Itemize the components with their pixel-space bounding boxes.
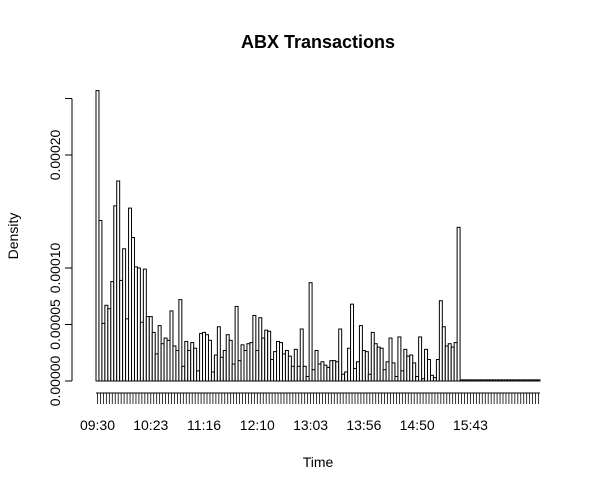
y-tick-label: 0.00000 bbox=[47, 355, 63, 406]
x-tick-label: 13:56 bbox=[346, 417, 381, 433]
x-tick-label: 13:03 bbox=[293, 417, 328, 433]
histogram-bar bbox=[364, 351, 369, 382]
x-tick-label: 11:16 bbox=[187, 417, 221, 433]
x-tick-label: 09:30 bbox=[80, 417, 115, 433]
histogram-bar bbox=[456, 226, 461, 382]
y-axis-label: Density bbox=[5, 213, 21, 260]
histogram-bar bbox=[178, 299, 183, 382]
histogram-bar bbox=[397, 336, 402, 382]
y-tick-label: 0.00020 bbox=[47, 129, 63, 180]
histogram-bar bbox=[98, 220, 103, 382]
histogram-bar bbox=[338, 328, 343, 382]
histogram-bar bbox=[350, 303, 355, 382]
x-tick-label: 12:10 bbox=[240, 417, 275, 433]
histogram-bar bbox=[252, 314, 257, 382]
histogram-bar bbox=[293, 348, 298, 382]
x-tick-label: 15:43 bbox=[453, 417, 488, 433]
histogram-bar bbox=[308, 282, 313, 382]
x-axis: 09:30 10:23 11:16 12:10 13:03 13:56 14:50 15:43 bbox=[80, 392, 540, 433]
histogram-bar bbox=[122, 248, 127, 382]
chart-title: ABX Transactions bbox=[241, 32, 395, 52]
histogram-bar bbox=[412, 362, 417, 382]
y-tick-label: 0.00010 bbox=[47, 242, 63, 293]
histogram-bar bbox=[193, 347, 198, 382]
y-axis: 0.00000 0.00005 0.00010 0.00020 bbox=[47, 98, 73, 406]
histogram-bar bbox=[418, 336, 423, 382]
y-tick-label: 0.00005 bbox=[47, 299, 63, 350]
bars-group bbox=[95, 90, 541, 382]
histogram-bar bbox=[299, 328, 304, 382]
histogram-bar bbox=[427, 359, 431, 382]
x-tick-label: 14:50 bbox=[400, 417, 435, 433]
histogram-bar bbox=[234, 305, 239, 382]
histogram-bar bbox=[536, 379, 541, 382]
histogram-bar bbox=[379, 347, 384, 382]
histogram-bar bbox=[216, 326, 221, 382]
histogram-bar bbox=[267, 330, 272, 382]
histogram-bar bbox=[388, 337, 393, 382]
histogram-bar bbox=[391, 362, 396, 382]
x-axis-label: Time bbox=[303, 454, 334, 470]
histogram-bar bbox=[228, 339, 233, 382]
histogram-bar bbox=[207, 339, 212, 382]
histogram-bar bbox=[302, 365, 307, 382]
x-tick-label: 10:23 bbox=[133, 417, 168, 433]
